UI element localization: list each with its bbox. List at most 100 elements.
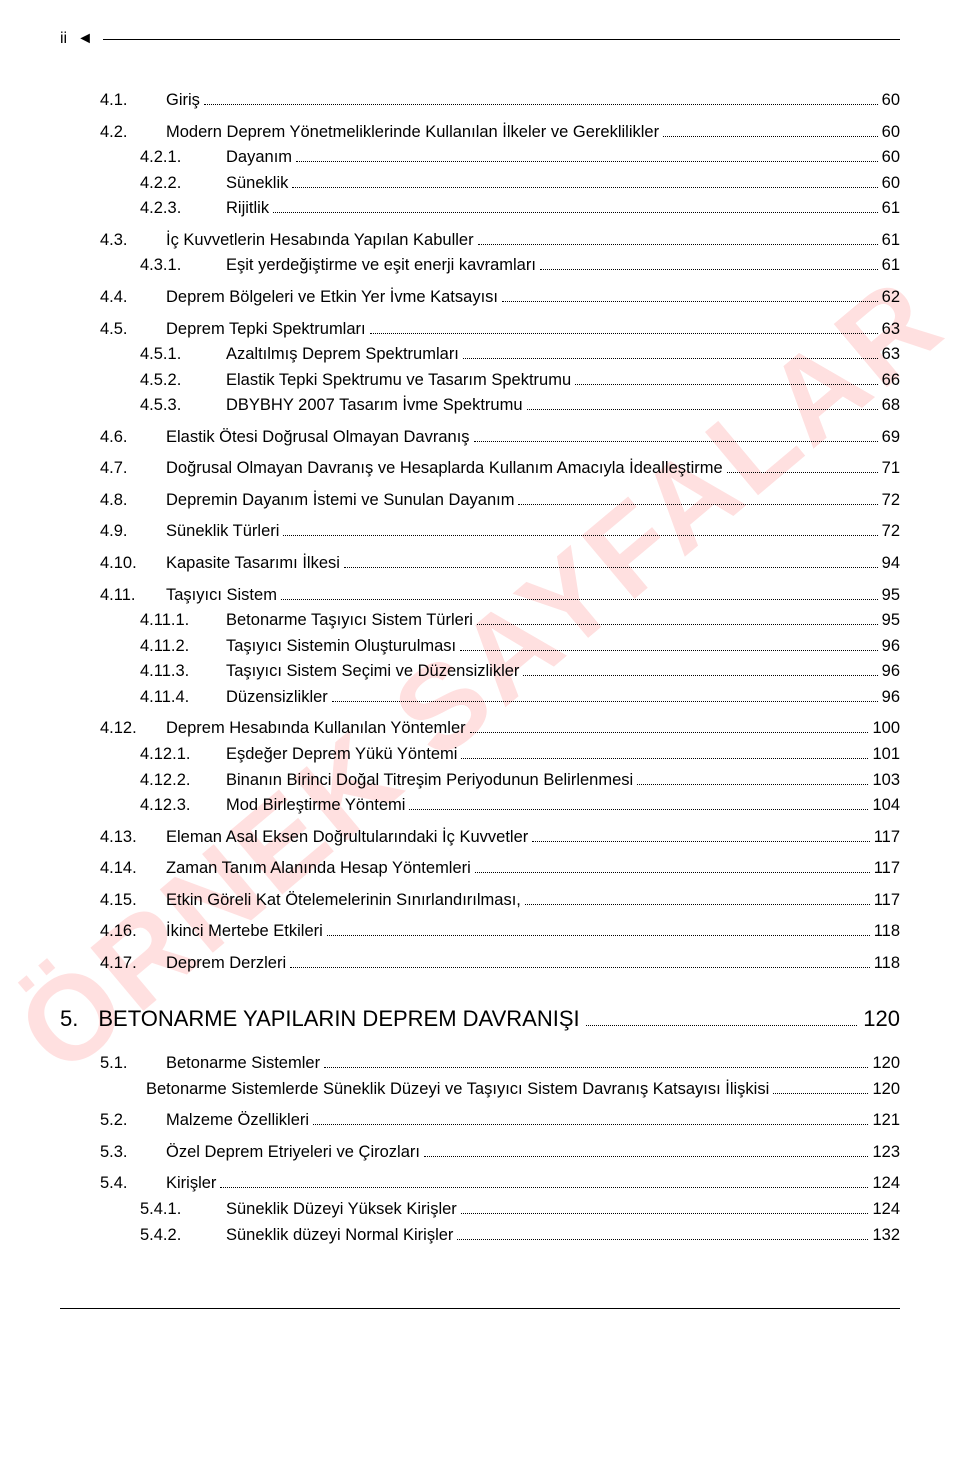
toc-title: Taşıyıcı Sistem <box>160 583 277 609</box>
toc-title: Eleman Asal Eksen Doğrultularındaki İç K… <box>160 825 528 851</box>
toc-entry: 4.7.Doğrusal Olmayan Davranış ve Hesapla… <box>60 456 900 482</box>
toc-entry: 4.2.2.Süneklik 60 <box>60 171 900 197</box>
toc-leader <box>204 104 878 105</box>
toc-leader <box>290 967 870 968</box>
toc-number: 4.2.1. <box>140 145 220 171</box>
toc-leader <box>332 701 878 702</box>
toc-content: 4.1.Giriş604.2.Modern Deprem Yönetmelikl… <box>60 88 900 1248</box>
toc-page: 132 <box>872 1223 900 1249</box>
toc-number: 4.5.1. <box>140 342 220 368</box>
toc-entry: 4.2.3.Rijitlik61 <box>60 196 900 222</box>
toc-page: 103 <box>872 768 900 794</box>
toc-leader <box>461 758 868 759</box>
toc-number: 5.1. <box>100 1051 160 1077</box>
toc-page: 95 <box>882 583 900 609</box>
toc-number: 4.2. <box>100 120 160 146</box>
toc-leader <box>525 904 870 905</box>
toc-number: 4.12.1. <box>140 742 220 768</box>
chapter-number: 5. <box>60 1004 98 1035</box>
toc-number: 4.13. <box>100 825 160 851</box>
toc-leader <box>292 187 877 188</box>
toc-entry: 4.9.Süneklik Türleri72 <box>60 519 900 545</box>
toc-title: Deprem Tepki Spektrumları <box>160 317 366 343</box>
toc-page: 120 <box>872 1077 900 1103</box>
toc-page: 60 <box>882 88 900 114</box>
toc-number: 4.12.2. <box>140 768 220 794</box>
toc-title: Doğrusal Olmayan Davranış ve Hesaplarda … <box>160 456 723 482</box>
toc-leader <box>220 1187 868 1188</box>
toc-entry: 4.6.Elastik Ötesi Doğrusal Olmayan Davra… <box>60 425 900 451</box>
toc-entry: 4.12.1.Eşdeğer Deprem Yükü Yöntemi101 <box>60 742 900 768</box>
toc-title: Elastik Tepki Spektrumu ve Tasarım Spekt… <box>220 368 571 394</box>
toc-title: Mod Birleştirme Yöntemi <box>220 793 405 819</box>
toc-title: Süneklik düzeyi Normal Kirişler <box>220 1223 453 1249</box>
toc-entry: 5.1.Betonarme Sistemler120 <box>60 1051 900 1077</box>
toc-entry: 4.2.1.Dayanım60 <box>60 145 900 171</box>
toc-title: Taşıyıcı Sistem Seçimi ve Düzensizlikler <box>220 659 519 685</box>
toc-number: 4.3.1. <box>140 253 220 279</box>
toc-number: 4.5.3. <box>140 393 220 419</box>
toc-number: 4.12.3. <box>140 793 220 819</box>
toc-leader <box>460 650 877 651</box>
toc-page: 117 <box>874 825 900 851</box>
toc-number: 4.4. <box>100 285 160 311</box>
toc-entry: 4.5.Deprem Tepki Spektrumları63 <box>60 317 900 343</box>
toc-entry: 4.12.3.Mod Birleştirme Yöntemi104 <box>60 793 900 819</box>
toc-title: Deprem Bölgeleri ve Etkin Yer İvme Katsa… <box>160 285 498 311</box>
toc-title: Taşıyıcı Sistemin Oluşturulması <box>220 634 456 660</box>
toc-leader <box>663 136 878 137</box>
toc-leader <box>463 358 878 359</box>
toc-number: 4.16. <box>100 919 160 945</box>
toc-page: 61 <box>882 253 900 279</box>
toc-leader <box>273 212 878 213</box>
toc-number: 4.7. <box>100 456 160 482</box>
toc-page: 118 <box>874 951 900 977</box>
toc-title: Süneklik Düzeyi Yüksek Kirişler <box>220 1197 457 1223</box>
toc-page: 61 <box>882 228 900 254</box>
toc-leader <box>409 809 868 810</box>
toc-leader <box>370 333 878 334</box>
toc-title: Süneklik <box>220 171 288 197</box>
toc-entry: 4.11.1.Betonarme Taşıyıcı Sistem Türleri… <box>60 608 900 634</box>
toc-number: 4.17. <box>100 951 160 977</box>
toc-leader <box>461 1213 869 1214</box>
toc-page: 100 <box>872 716 900 742</box>
toc-leader <box>727 472 878 473</box>
toc-page: 63 <box>882 342 900 368</box>
toc-leader <box>344 567 878 568</box>
toc-number: 4.2.3. <box>140 196 220 222</box>
toc-page: 60 <box>882 120 900 146</box>
toc-number: 4.2.2. <box>140 171 220 197</box>
page-header: ii ◄ <box>60 30 900 48</box>
toc-entry: 4.8.Depremin Dayanım İstemi ve Sunulan D… <box>60 488 900 514</box>
toc-number: 4.8. <box>100 488 160 514</box>
toc-number: 4.14. <box>100 856 160 882</box>
toc-number: 4.12. <box>100 716 160 742</box>
toc-number: 5.4. <box>100 1171 160 1197</box>
toc-page: 117 <box>874 856 900 882</box>
toc-leader <box>637 784 868 785</box>
toc-number: 4.15. <box>100 888 160 914</box>
toc-title: Depremin Dayanım İstemi ve Sunulan Dayan… <box>160 488 514 514</box>
toc-leader <box>470 732 869 733</box>
toc-title: Elastik Ötesi Doğrusal Olmayan Davranış <box>160 425 470 451</box>
toc-page: 69 <box>882 425 900 451</box>
toc-entry: 4.11.4.Düzensizlikler96 <box>60 685 900 711</box>
toc-entry: 5.2.Malzeme Özellikleri121 <box>60 1108 900 1134</box>
chapter-heading: 5. BETONARME YAPILARIN DEPREM DAVRANIŞI … <box>60 1004 900 1035</box>
toc-entry: 5.3.Özel Deprem Etriyeleri ve Çirozları1… <box>60 1140 900 1166</box>
toc-leader <box>518 504 877 505</box>
toc-title: Malzeme Özellikleri <box>160 1108 309 1134</box>
toc-entry: 4.14.Zaman Tanım Alanında Hesap Yöntemle… <box>60 856 900 882</box>
toc-page: 60 <box>882 171 900 197</box>
toc-number: 5.4.1. <box>140 1197 220 1223</box>
toc-entry: 4.11.Taşıyıcı Sistem95 <box>60 583 900 609</box>
toc-leader <box>575 384 878 385</box>
toc-title: İç Kuvvetlerin Hesabında Yapılan Kabulle… <box>160 228 474 254</box>
toc-entry: 4.4.Deprem Bölgeleri ve Etkin Yer İvme K… <box>60 285 900 311</box>
toc-entry: 4.3.1.Eşit yerdeğiştirme ve eşit enerji … <box>60 253 900 279</box>
toc-title: Özel Deprem Etriyeleri ve Çirozları <box>160 1140 420 1166</box>
toc-leader <box>296 161 878 162</box>
toc-title: Betonarme Sistemler <box>160 1051 320 1077</box>
toc-page: 117 <box>874 888 900 914</box>
